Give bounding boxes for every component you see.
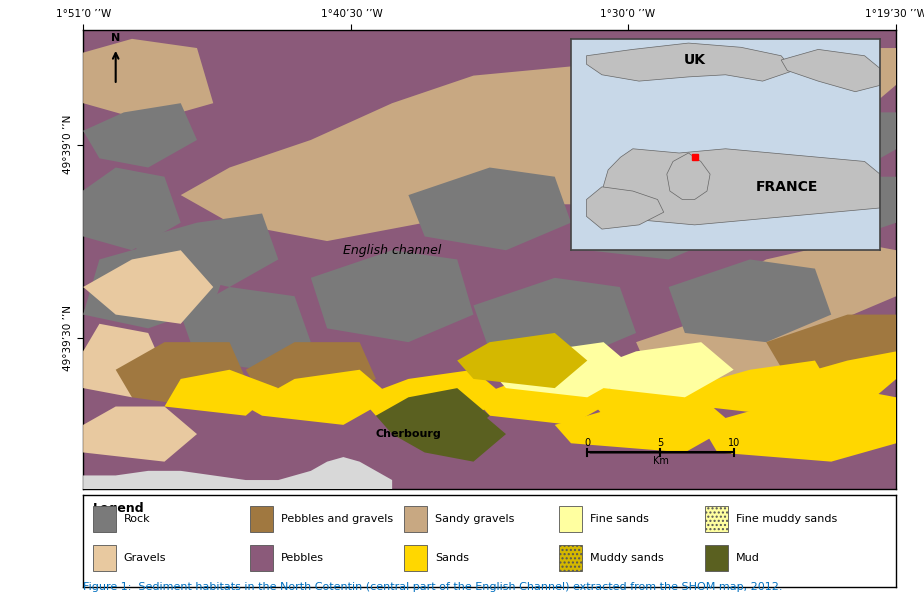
Polygon shape (554, 397, 734, 452)
Text: UK: UK (684, 53, 706, 67)
Polygon shape (83, 324, 164, 397)
Polygon shape (473, 278, 636, 361)
Text: Muddy sands: Muddy sands (590, 553, 663, 563)
Polygon shape (667, 153, 710, 199)
Polygon shape (587, 187, 663, 229)
Polygon shape (490, 342, 636, 397)
Bar (93, 506, 116, 532)
Bar (93, 545, 116, 570)
Bar (249, 545, 273, 570)
Polygon shape (685, 361, 832, 416)
Polygon shape (781, 49, 880, 92)
Polygon shape (83, 39, 213, 122)
Polygon shape (246, 342, 376, 407)
Bar (405, 506, 427, 532)
Text: 10: 10 (727, 438, 740, 448)
Polygon shape (181, 287, 310, 370)
Polygon shape (116, 342, 246, 407)
Text: 0: 0 (584, 438, 590, 448)
Polygon shape (376, 388, 490, 444)
Polygon shape (310, 250, 473, 342)
Polygon shape (717, 241, 896, 324)
Polygon shape (602, 149, 880, 225)
Text: Sands: Sands (435, 553, 469, 563)
Bar (559, 506, 581, 532)
Polygon shape (408, 167, 571, 250)
Polygon shape (571, 177, 734, 260)
Polygon shape (83, 167, 181, 250)
Text: Pebbles: Pebbles (281, 553, 323, 563)
Text: Fine muddy sands: Fine muddy sands (736, 514, 837, 524)
Polygon shape (83, 103, 197, 167)
Bar (405, 545, 427, 570)
Bar (705, 545, 728, 570)
Text: Km: Km (652, 456, 668, 466)
Text: Mud: Mud (736, 553, 760, 563)
Bar (249, 506, 273, 532)
Polygon shape (717, 177, 896, 250)
Polygon shape (392, 407, 506, 461)
Bar (559, 545, 581, 570)
Polygon shape (588, 370, 734, 425)
Polygon shape (132, 213, 278, 287)
Polygon shape (181, 66, 669, 241)
Text: Legend: Legend (93, 502, 144, 515)
Text: 5: 5 (657, 438, 663, 448)
Polygon shape (83, 241, 229, 329)
Text: Cherbourg: Cherbourg (375, 429, 442, 439)
Text: N: N (111, 33, 120, 43)
Polygon shape (783, 351, 896, 407)
Polygon shape (83, 457, 392, 489)
Polygon shape (701, 388, 896, 461)
Polygon shape (636, 305, 847, 388)
Polygon shape (588, 342, 734, 397)
Polygon shape (669, 260, 832, 342)
Text: Fine sands: Fine sands (590, 514, 649, 524)
Polygon shape (457, 333, 588, 388)
Polygon shape (164, 370, 278, 416)
Polygon shape (83, 407, 197, 461)
Text: Sandy gravels: Sandy gravels (435, 514, 515, 524)
Bar (705, 506, 728, 532)
Text: Figure 1:  Sediment habitats in the North Cotentin (central part of the English : Figure 1: Sediment habitats in the North… (83, 582, 783, 592)
Text: Pebbles and gravels: Pebbles and gravels (281, 514, 393, 524)
Text: FRANCE: FRANCE (756, 180, 819, 194)
Polygon shape (473, 370, 620, 425)
Polygon shape (506, 48, 896, 223)
Polygon shape (83, 250, 213, 324)
Polygon shape (359, 370, 506, 425)
Polygon shape (766, 314, 896, 379)
Text: Rock: Rock (124, 514, 151, 524)
Text: English channel: English channel (343, 244, 442, 257)
Polygon shape (587, 43, 794, 81)
Polygon shape (766, 113, 896, 177)
Polygon shape (246, 370, 392, 425)
Text: Gravels: Gravels (124, 553, 166, 563)
